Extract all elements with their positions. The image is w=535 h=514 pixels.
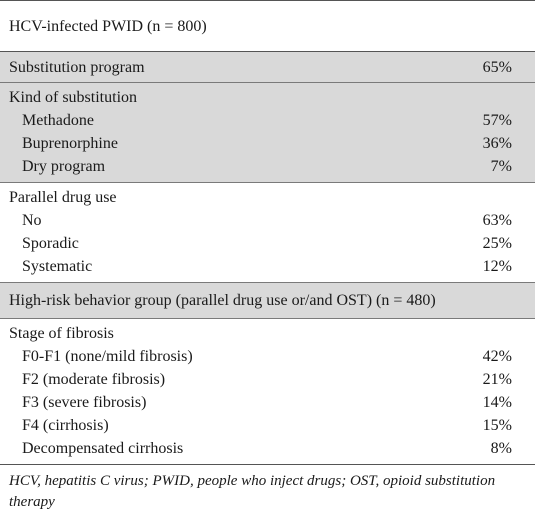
- row-value: 57%: [482, 112, 512, 129]
- table-row: F3 (severe fibrosis) 14%: [0, 391, 535, 414]
- header-rule: [0, 51, 535, 52]
- table-row: No 63%: [0, 209, 535, 232]
- row-value: 14%: [482, 394, 512, 411]
- row-label: Decompensated cirrhosis: [22, 440, 184, 457]
- table-row: Methadone 57%: [0, 109, 535, 132]
- row-value: 15%: [482, 417, 512, 434]
- row-value: 42%: [482, 348, 512, 365]
- divider: [0, 182, 535, 183]
- section-parallel-drug-use: Parallel drug use No 63% Sporadic 25% Sy…: [0, 183, 535, 282]
- row-label: Substitution program: [9, 59, 145, 76]
- top-rule: [0, 0, 535, 1]
- table-row: Buprenorphine 36%: [0, 132, 535, 155]
- section-heading: High-risk behavior group (parallel drug …: [9, 292, 436, 309]
- table-row: Substitution program 65%: [0, 56, 535, 79]
- table-row: Sporadic 25%: [0, 232, 535, 255]
- row-value: 25%: [482, 235, 512, 252]
- section-heading-row: Kind of substitution: [0, 86, 535, 109]
- row-label: F4 (cirrhosis): [22, 417, 109, 434]
- table-row: F2 (moderate fibrosis) 21%: [0, 368, 535, 391]
- divider: [0, 82, 535, 83]
- row-label: F3 (severe fibrosis): [22, 394, 147, 411]
- section-heading-row: Parallel drug use: [0, 186, 535, 209]
- table-row: Decompensated cirrhosis 8%: [0, 437, 535, 460]
- section-heading-row: High-risk behavior group (parallel drug …: [0, 289, 535, 312]
- section-stage-of-fibrosis: Stage of fibrosis F0-F1 (none/mild fibro…: [0, 319, 535, 464]
- row-label: F2 (moderate fibrosis): [22, 371, 166, 388]
- section-kind-of-substitution: Kind of substitution Methadone 57% Bupre…: [0, 83, 535, 182]
- row-value: 12%: [482, 258, 512, 275]
- row-label: Dry program: [22, 158, 106, 175]
- row-label: Systematic: [22, 258, 93, 275]
- section-heading: Stage of fibrosis: [9, 325, 114, 342]
- row-value: 7%: [490, 158, 512, 175]
- row-value: 21%: [482, 371, 512, 388]
- section-heading-row: Stage of fibrosis: [0, 322, 535, 345]
- divider: [0, 282, 535, 283]
- bottom-rule: [0, 464, 535, 465]
- row-value: 65%: [482, 59, 512, 76]
- section-heading: Parallel drug use: [9, 189, 117, 206]
- table-row: Dry program 7%: [0, 155, 535, 178]
- table-title-row: HCV-infected PWID (n = 800): [0, 1, 535, 51]
- row-label: F0-F1 (none/mild fibrosis): [22, 348, 193, 365]
- table-row: F4 (cirrhosis) 15%: [0, 414, 535, 437]
- divider: [0, 318, 535, 319]
- table-row: Systematic 12%: [0, 255, 535, 278]
- row-label: Buprenorphine: [22, 135, 118, 152]
- data-table: HCV-infected PWID (n = 800) Substitution…: [0, 0, 535, 465]
- row-label: Sporadic: [22, 235, 79, 252]
- row-value: 8%: [490, 440, 512, 457]
- section-heading: Kind of substitution: [9, 89, 138, 106]
- table-title: HCV-infected PWID (n = 800): [9, 18, 207, 35]
- table-footnote: HCV, hepatitis C virus; PWID, people who…: [9, 473, 496, 510]
- table-row: F0-F1 (none/mild fibrosis) 42%: [0, 345, 535, 368]
- row-label: No: [22, 212, 42, 229]
- section-high-risk: High-risk behavior group (parallel drug …: [0, 283, 535, 318]
- row-value: 63%: [482, 212, 512, 229]
- section-substitution-program: Substitution program 65%: [0, 52, 535, 82]
- row-value: 36%: [482, 135, 512, 152]
- row-label: Methadone: [22, 112, 94, 129]
